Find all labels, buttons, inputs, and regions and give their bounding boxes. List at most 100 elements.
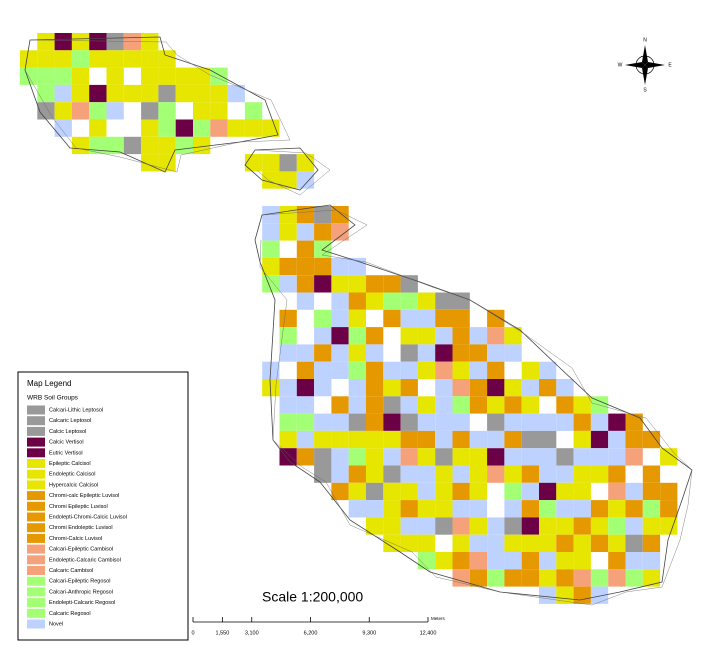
soil-cell <box>383 430 401 449</box>
soil-cell <box>642 500 661 518</box>
soil-cell <box>504 534 522 552</box>
soil-cell <box>193 136 211 155</box>
soil-cell <box>296 344 315 362</box>
soil-cell <box>521 448 539 466</box>
soil-cell <box>452 465 470 483</box>
legend-swatch <box>27 459 45 468</box>
soil-cell <box>539 586 557 604</box>
soil-cell <box>71 102 90 120</box>
soil-cell <box>452 534 470 552</box>
soil-cell <box>469 344 488 362</box>
soil-cell <box>89 102 107 120</box>
soil-cell <box>573 448 591 466</box>
scale-tick-label: 0 <box>191 630 194 636</box>
soil-cell <box>314 413 332 431</box>
soil-cell <box>487 448 505 466</box>
soil-cell <box>435 465 453 483</box>
soil-cell <box>296 257 315 276</box>
soil-cell <box>573 430 591 449</box>
soil-cell <box>435 448 453 466</box>
soil-cell <box>556 500 574 518</box>
soil-cell <box>331 448 349 466</box>
legend-swatch <box>27 533 45 543</box>
soil-cell <box>487 327 505 345</box>
soil-cell <box>452 344 470 362</box>
soil-cell <box>383 275 401 293</box>
soil-cell <box>400 344 418 362</box>
soil-cell <box>348 500 366 518</box>
soil-cell <box>608 534 626 552</box>
compass-e: E <box>668 62 672 68</box>
soil-cell <box>504 448 522 466</box>
soil-cell <box>366 517 384 535</box>
legend-swatch <box>27 608 45 618</box>
soil-cell <box>244 119 263 137</box>
soil-cell <box>106 136 124 155</box>
soil-cell <box>348 327 366 345</box>
soil-cell <box>539 517 557 535</box>
soil-cell <box>556 379 574 397</box>
island-outlines <box>24 36 693 606</box>
soil-cell <box>539 430 557 449</box>
soil-cell <box>539 500 557 518</box>
legend-swatch <box>27 598 45 608</box>
soil-cell <box>348 344 366 362</box>
soil-cell <box>504 344 522 362</box>
soil-cell <box>331 206 349 224</box>
legend-swatch <box>27 512 45 522</box>
soil-cell <box>556 465 574 483</box>
legend-swatch <box>27 576 45 586</box>
soil-cell <box>435 517 453 535</box>
soil-cell <box>279 379 297 397</box>
soil-cell <box>158 136 176 155</box>
legend-swatch <box>27 619 45 629</box>
soil-cell <box>383 413 401 431</box>
soil-cell <box>608 500 626 518</box>
soil-cell <box>400 309 418 328</box>
soil-cell <box>54 84 72 103</box>
soil-cell <box>54 33 72 51</box>
soil-cell <box>435 361 453 379</box>
soil-cell <box>71 67 90 85</box>
soil-cell <box>608 448 626 466</box>
legend-swatch <box>27 448 45 458</box>
soil-cell <box>262 379 280 397</box>
soil-cell <box>279 396 297 414</box>
soil-cell <box>158 84 176 103</box>
soil-cell <box>642 482 661 501</box>
soil-cell <box>452 327 470 345</box>
soil-cell <box>573 482 591 501</box>
soil-cell <box>296 275 315 293</box>
soil-cell <box>193 119 211 137</box>
soil-cell <box>400 534 418 552</box>
soil-cell <box>331 482 349 501</box>
soil-cell <box>417 517 436 535</box>
soil-cell <box>487 552 505 570</box>
soil-cell <box>539 552 557 570</box>
soil-cell <box>383 448 401 466</box>
soil-cell <box>348 275 366 293</box>
legend-label: Calcic Vertisol <box>49 440 84 446</box>
soil-cell <box>348 465 366 483</box>
soil-cell <box>383 517 401 535</box>
soil-cell <box>331 396 349 414</box>
soil-cell <box>400 361 418 379</box>
soil-cell <box>366 361 384 379</box>
soil-cell <box>469 430 488 449</box>
compass-w: W <box>618 62 623 68</box>
soil-cell <box>590 569 609 587</box>
soil-cell <box>590 413 609 431</box>
soil-cell <box>158 67 176 85</box>
soil-cell <box>590 586 609 604</box>
soil-cell <box>366 500 384 518</box>
soil-cell <box>452 361 470 379</box>
soil-cell <box>348 361 366 379</box>
soil-cell <box>608 465 626 483</box>
soil-cell <box>590 517 609 535</box>
island-outline <box>24 36 279 173</box>
soil-cell <box>123 50 142 68</box>
soil-cell <box>504 569 522 587</box>
soil-cell <box>452 517 470 535</box>
soil-cell <box>625 482 643 501</box>
soil-cell <box>314 344 332 362</box>
